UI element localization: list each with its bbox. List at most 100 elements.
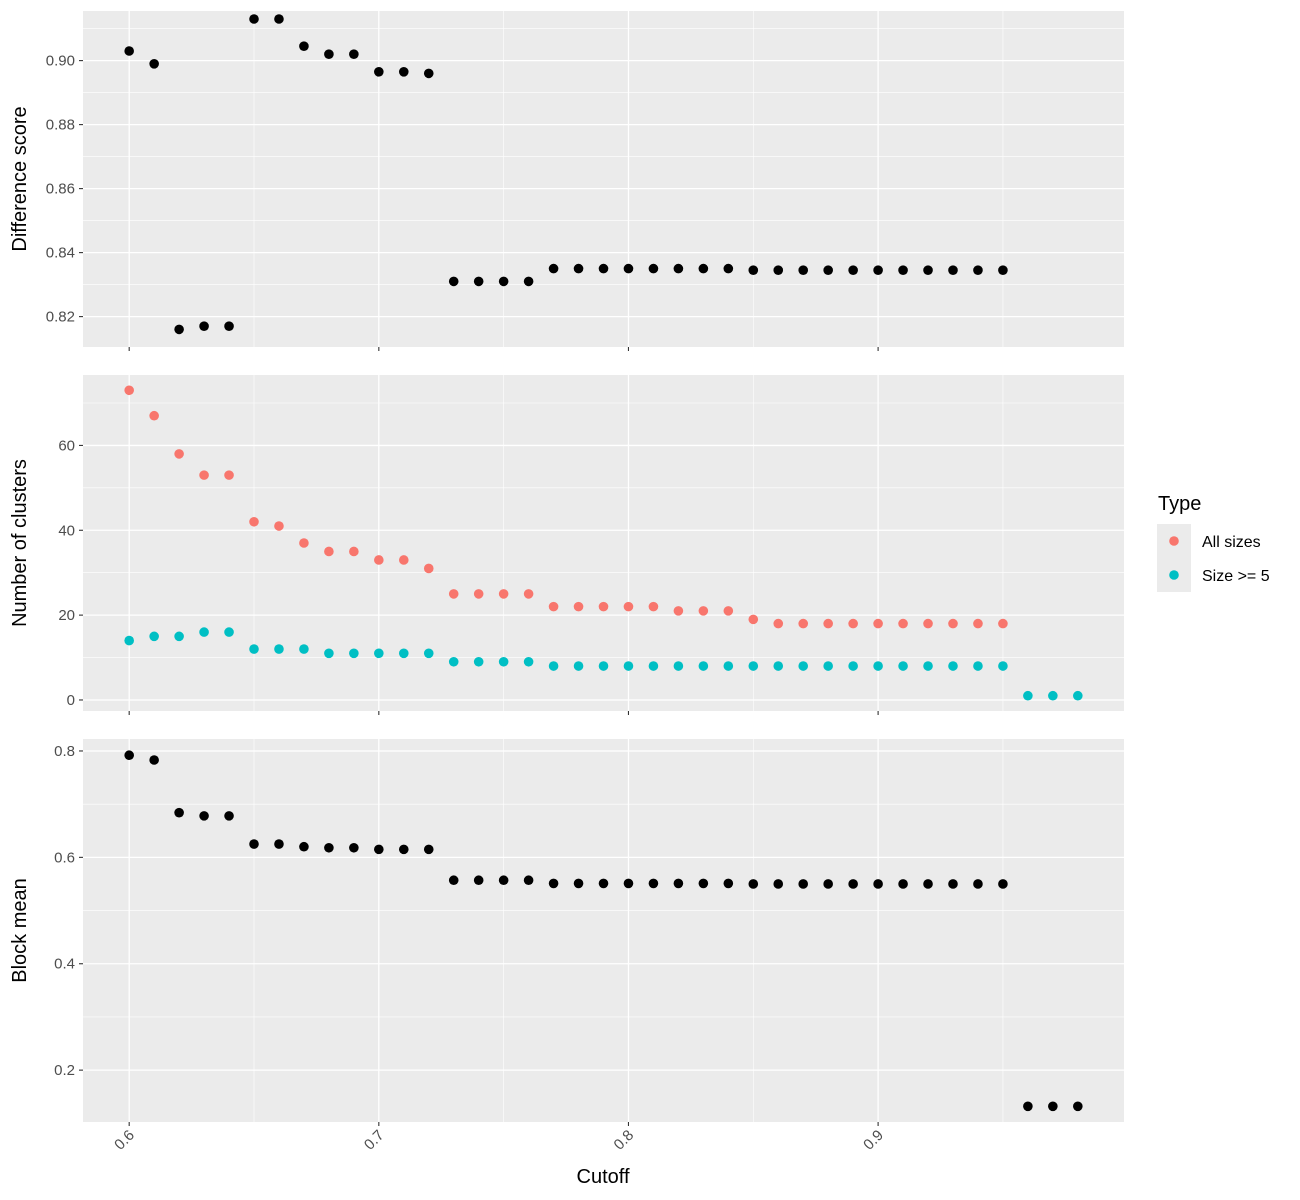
data-point	[948, 618, 958, 629]
data-point	[349, 546, 359, 557]
data-point	[523, 656, 534, 667]
data-point	[973, 879, 983, 889]
data-point	[848, 661, 858, 671]
data-point	[299, 41, 309, 51]
data-point	[224, 627, 234, 637]
panel-2: 0 20 40 60 Number of clusters	[9, 375, 1124, 715]
panel-background	[83, 375, 1124, 711]
data-point	[274, 14, 284, 24]
data-point	[798, 618, 809, 629]
x-tick-label: 0.8	[611, 1127, 638, 1154]
data-point	[873, 879, 883, 889]
data-point	[473, 276, 484, 287]
data-point	[249, 516, 259, 527]
data-point	[898, 618, 908, 629]
y-tick-label: 0.84	[46, 245, 75, 262]
data-point	[199, 811, 209, 821]
data-point	[124, 750, 134, 761]
y-tick-label: 60	[58, 437, 75, 454]
data-point	[923, 879, 933, 889]
data-point	[723, 606, 734, 616]
data-point	[498, 589, 509, 599]
data-point	[448, 656, 459, 667]
data-point	[673, 661, 684, 671]
data-point	[448, 875, 459, 886]
data-point	[473, 656, 484, 667]
data-point	[823, 879, 833, 889]
data-point	[523, 589, 534, 599]
data-point	[398, 844, 409, 855]
data-point	[723, 878, 734, 889]
data-point	[448, 589, 459, 599]
data-point	[473, 875, 484, 886]
data-point	[1073, 690, 1083, 701]
legend-label-size-ge-5: Size >= 5	[1202, 568, 1270, 585]
data-point	[673, 263, 684, 274]
x-tick-label: 0.6	[111, 1127, 138, 1154]
data-point	[723, 263, 734, 274]
panel-3: 0.2 0.4 0.6 0.8 Block mean 0.6 0.7 0.8 0.9	[9, 739, 1124, 1154]
data-point	[1048, 1101, 1058, 1112]
data-point	[673, 878, 684, 889]
data-point	[224, 321, 234, 332]
data-point	[823, 265, 833, 276]
data-point	[423, 68, 434, 79]
series-all-sizes	[124, 385, 1008, 629]
data-point	[923, 618, 933, 629]
data-point	[199, 321, 209, 332]
y-axis-title: Difference score	[9, 106, 31, 251]
series-size-ge-5	[124, 627, 1083, 701]
data-point	[174, 631, 184, 642]
y-tick-label: 0.8	[54, 743, 75, 760]
data-point	[973, 661, 983, 671]
data-point	[573, 661, 584, 671]
data-point	[648, 601, 659, 612]
data-point	[823, 618, 833, 629]
data-point	[598, 263, 609, 274]
data-point	[698, 263, 709, 274]
data-point	[374, 555, 384, 565]
data-point	[998, 661, 1008, 671]
data-point	[698, 661, 709, 671]
data-point	[299, 644, 309, 654]
data-point	[623, 878, 634, 889]
data-point	[249, 14, 259, 24]
panel-1: 0.82 0.84 0.86 0.88 0.90 Difference score	[9, 11, 1124, 351]
data-point	[473, 589, 484, 599]
data-point	[199, 470, 209, 480]
data-point	[498, 875, 509, 886]
data-point	[299, 538, 309, 548]
legend-title: Type	[1158, 493, 1201, 515]
y-axis-title: Number of clusters	[9, 459, 31, 627]
data-point	[773, 265, 784, 276]
data-point	[673, 606, 684, 616]
data-point	[349, 842, 359, 853]
legend: Type All sizes Size >= 5	[1157, 493, 1270, 592]
data-point	[124, 385, 134, 396]
data-point	[523, 875, 534, 886]
data-point	[648, 263, 659, 274]
legend-label-all-sizes: All sizes	[1202, 534, 1261, 551]
data-point	[224, 811, 234, 821]
data-point	[199, 627, 209, 637]
data-point	[848, 265, 858, 276]
data-point	[873, 265, 883, 276]
data-point	[898, 265, 908, 276]
data-point	[174, 807, 184, 818]
data-point	[598, 878, 609, 889]
data-point	[698, 606, 709, 616]
data-point	[374, 844, 384, 855]
data-point	[398, 555, 409, 565]
data-point	[349, 648, 359, 659]
data-point	[274, 839, 284, 849]
data-point	[823, 661, 833, 671]
data-point	[249, 644, 259, 654]
data-point	[623, 263, 634, 274]
data-point	[848, 618, 858, 629]
panels: 0.82 0.84 0.86 0.88 0.90 Difference score 0 20 4…	[9, 11, 1124, 1154]
y-tick-label: 0.88	[46, 117, 75, 134]
data-point	[174, 449, 184, 459]
data-point	[1023, 1101, 1033, 1112]
data-point	[598, 661, 609, 671]
